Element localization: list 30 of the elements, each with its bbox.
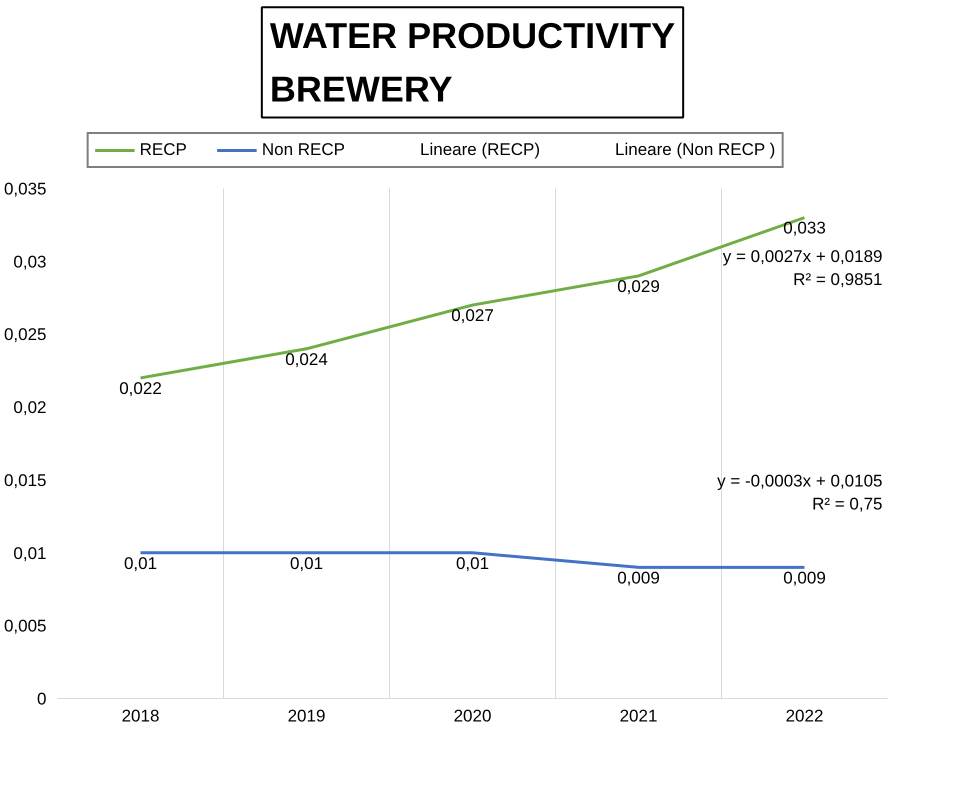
y-tick-label: 0,02 <box>13 398 47 418</box>
x-tick-label: 2019 <box>288 706 326 726</box>
y-tick-label: 0 <box>37 690 47 708</box>
y-tick-label: 0,03 <box>13 252 47 272</box>
x-tick-label: 2021 <box>620 706 658 726</box>
y-tick-label: 0,025 <box>4 325 47 344</box>
x-tick-label: 2022 <box>786 706 824 726</box>
data-label: 0,009 <box>783 568 826 588</box>
data-label: 0,01 <box>124 554 158 573</box>
y-tick-label: 0,005 <box>4 616 47 636</box>
x-tick-label: 2018 <box>122 706 160 726</box>
x-tick-label: 2020 <box>454 706 492 726</box>
data-label: 0,01 <box>290 554 324 573</box>
data-label: 0,009 <box>617 568 660 588</box>
data-label: 0,022 <box>119 378 162 398</box>
data-label: 0,029 <box>617 276 660 296</box>
y-tick-label: 0,035 <box>4 180 47 198</box>
data-label: 0,033 <box>783 218 826 238</box>
text: Lineare (RECP) <box>420 140 540 160</box>
annotation: y = -0,0003x + 0,0105 R² = 0,75 <box>717 472 883 514</box>
legend-label: Non RECP <box>262 140 346 160</box>
data-label: 0,01 <box>456 554 490 573</box>
y-tick-label: 0,01 <box>13 544 47 563</box>
legend-label: RECP <box>140 140 187 160</box>
chart-title: WATER PRODUCTIVITY BREWERY <box>270 15 676 110</box>
y-tick-label: 0,015 <box>4 470 47 490</box>
annotation: y = 0,0027x + 0,0189 R² = 0,9851 <box>722 247 883 289</box>
text: Lineare (Non RECP ) <box>615 140 776 160</box>
data-label: 0,024 <box>285 350 328 369</box>
data-label: 0,027 <box>451 306 494 326</box>
